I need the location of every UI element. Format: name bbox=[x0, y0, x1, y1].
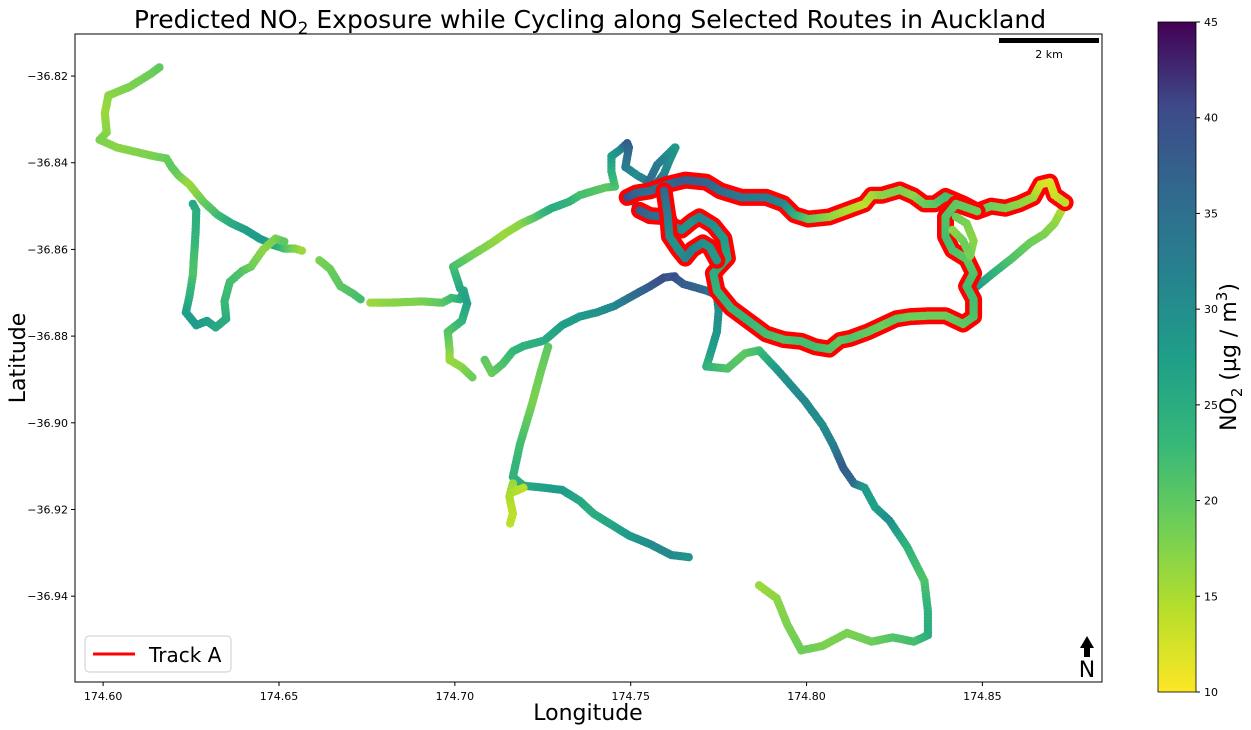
colorbar-tick-label: 30 bbox=[1204, 303, 1218, 316]
y-tick-label: −36.82 bbox=[27, 70, 68, 83]
y-axis-ticks: −36.82 −36.84 −36.86 −36.88 −36.90 −36.92 −36.… bbox=[27, 70, 75, 603]
route-south-mid-b-point bbox=[468, 373, 477, 382]
tracks-layer bbox=[95, 63, 1074, 655]
route-west-loop-point bbox=[297, 246, 307, 255]
x-tick-label: 174.70 bbox=[436, 690, 475, 703]
route-south-branch-point bbox=[684, 553, 693, 562]
x-tick-label: 174.65 bbox=[260, 690, 299, 703]
legend-label-track-a: Track A bbox=[148, 643, 222, 667]
y-tick-label: −36.88 bbox=[27, 330, 68, 343]
colorbar-tick-label: 20 bbox=[1204, 495, 1218, 508]
colorbar bbox=[1157, 21, 1197, 693]
track-a-inner-point bbox=[712, 256, 722, 265]
x-tick-label: 174.60 bbox=[84, 690, 123, 703]
plot-background bbox=[75, 34, 1102, 682]
chart-title: Predicted NO2 Exposure while Cycling alo… bbox=[134, 5, 1046, 39]
colorbar-tick-label: 15 bbox=[1204, 590, 1218, 603]
x-tick-label: 174.85 bbox=[963, 690, 1002, 703]
legend: Track A bbox=[84, 635, 232, 673]
y-axis-label: Latitude bbox=[6, 313, 31, 404]
route-south-yellow-point bbox=[505, 519, 515, 528]
north-label: N bbox=[1079, 658, 1095, 683]
route-east-spur-point bbox=[948, 225, 957, 235]
route-mid-south-point bbox=[754, 581, 764, 590]
colorbar-tick-label: 25 bbox=[1204, 399, 1218, 412]
scale-bar bbox=[999, 38, 1099, 43]
track-a-point bbox=[1060, 198, 1070, 207]
y-tick-label: −36.84 bbox=[27, 157, 68, 170]
track-a-loop-point bbox=[972, 207, 982, 216]
x-axis-label: Longitude bbox=[533, 701, 642, 726]
route-west-link-a-point bbox=[356, 295, 365, 304]
colorbar-tick-label: 40 bbox=[1204, 112, 1218, 125]
y-tick-label: −36.94 bbox=[27, 590, 68, 603]
colorbar-label: NO2 (µg / m3) bbox=[1213, 283, 1246, 431]
y-tick-label: −36.86 bbox=[27, 243, 68, 256]
colorbar-tick-label: 10 bbox=[1204, 686, 1218, 699]
colorbar-tick-label: 35 bbox=[1204, 207, 1218, 220]
route-south-yellow-2-point bbox=[519, 483, 528, 492]
x-tick-label: 174.80 bbox=[787, 690, 826, 703]
scale-bar-label: 2 km bbox=[1035, 48, 1063, 61]
colorbar-tick-label: 45 bbox=[1204, 16, 1218, 29]
y-tick-label: −36.90 bbox=[27, 417, 68, 430]
y-tick-label: −36.92 bbox=[27, 503, 68, 516]
x-axis-ticks: 174.60 174.65 174.70 174.75 174.80 174.85 bbox=[84, 682, 1002, 703]
north-arrow-icon bbox=[1080, 636, 1094, 657]
colorbar-ticks: 10 15 20 25 30 35 40 45 bbox=[1196, 16, 1218, 699]
x-tick-label: 174.75 bbox=[611, 690, 650, 703]
route-west-inner-point bbox=[280, 237, 289, 246]
plot-frame bbox=[74, 33, 1103, 683]
